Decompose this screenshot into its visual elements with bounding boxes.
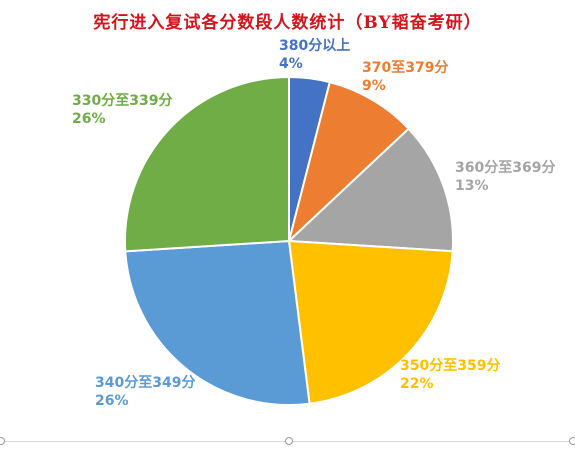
slice-percent: 26% <box>95 393 129 409</box>
pie-slice-2 <box>286 127 455 253</box>
slice-label-380-above: 380分以上 4% <box>279 37 350 73</box>
resize-handle-right[interactable] <box>569 437 575 445</box>
slice-label-330-339: 330分至339分 26% <box>72 92 172 128</box>
slice-percent: 22% <box>400 376 434 392</box>
slice-label-370-379: 370至379分 9% <box>362 59 448 95</box>
pie-slice-3 <box>287 239 454 405</box>
slice-label-350-359: 350分至359分 22% <box>400 357 500 393</box>
slice-percent: 26% <box>72 111 106 127</box>
slice-name: 380分以上 <box>279 38 351 54</box>
slice-percent: 13% <box>455 178 489 194</box>
slice-name: 360分至369分 <box>455 160 556 176</box>
slice-name: 350分至359分 <box>400 358 501 374</box>
slice-name: 340分至349分 <box>95 375 196 391</box>
resize-handle-left[interactable] <box>0 437 5 445</box>
slice-name: 370至379分 <box>362 60 449 76</box>
pie-slice-1 <box>287 80 410 245</box>
slice-label-360-369: 360分至369分 13% <box>455 159 555 195</box>
slice-percent: 9% <box>362 78 386 94</box>
pie-slice-4 <box>124 239 311 407</box>
slice-label-340-349: 340分至349分 26% <box>95 374 195 410</box>
slice-name: 330分至339分 <box>72 93 173 109</box>
slice-percent: 4% <box>279 56 303 72</box>
chart-title: 宪行进入复试各分数段人数统计（BY韬奋考研） <box>93 13 482 33</box>
resize-handle-middle[interactable] <box>285 437 293 445</box>
pie-slice-5 <box>123 75 290 253</box>
